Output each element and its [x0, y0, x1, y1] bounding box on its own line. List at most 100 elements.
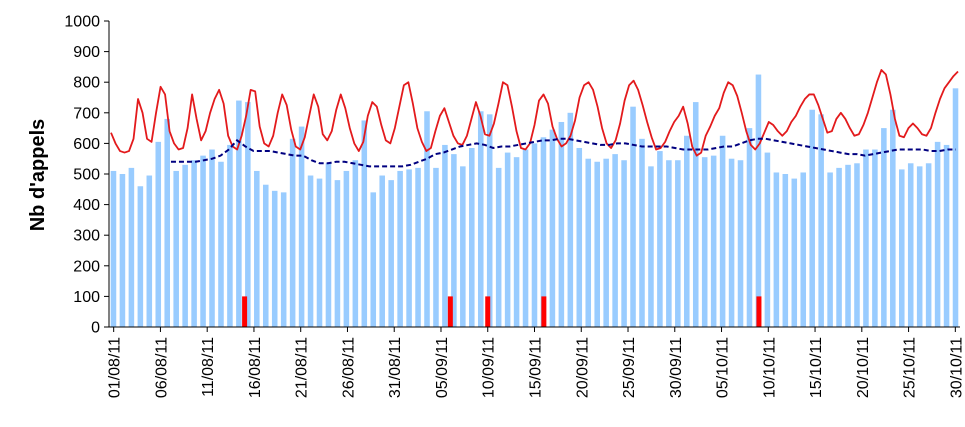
y-tick-label: 0 — [91, 320, 100, 337]
bar — [800, 172, 807, 327]
bar — [881, 128, 887, 327]
x-tick-label: 10/10/11 — [761, 337, 778, 398]
bar — [191, 160, 197, 327]
bar — [845, 164, 851, 327]
marker-bar — [447, 296, 453, 327]
x-tick-label: 06/08/11 — [153, 337, 170, 398]
bar — [218, 161, 224, 327]
bar — [621, 160, 627, 327]
y-tick-label: 900 — [73, 44, 100, 61]
bar — [791, 178, 798, 327]
marker-bar — [485, 296, 491, 327]
x-tick-label: 31/08/11 — [387, 337, 404, 398]
bar — [576, 147, 583, 327]
bar — [755, 74, 762, 327]
bar — [657, 151, 663, 327]
bar — [594, 161, 600, 327]
bar — [343, 170, 350, 327]
bar — [549, 129, 556, 327]
x-tick-label: 21/08/11 — [294, 337, 311, 398]
bar — [836, 167, 842, 327]
bar — [675, 160, 681, 327]
bar — [164, 118, 170, 327]
marker-bar — [242, 296, 248, 327]
bar — [397, 170, 403, 327]
bar — [737, 160, 744, 327]
x-tick-label: 30/10/11 — [948, 337, 965, 398]
bar — [334, 180, 341, 327]
y-tick-label: 600 — [73, 136, 100, 153]
bar — [585, 158, 592, 327]
bar — [200, 155, 206, 327]
bar — [916, 166, 923, 327]
bar — [907, 163, 914, 327]
bar — [325, 163, 332, 327]
bar — [289, 138, 296, 327]
bar — [809, 109, 815, 328]
axes — [104, 20, 960, 332]
bar — [630, 106, 636, 328]
bar — [146, 175, 153, 327]
bar — [558, 121, 565, 327]
bar — [209, 149, 215, 327]
bar — [692, 102, 699, 327]
bar — [451, 154, 457, 327]
bar — [415, 167, 421, 327]
bar — [182, 164, 188, 327]
x-tick-label: 15/10/11 — [808, 337, 825, 398]
bar — [899, 169, 905, 327]
bar — [307, 175, 314, 327]
y-tick-label: 200 — [73, 258, 100, 275]
bar — [424, 111, 430, 328]
bar — [513, 157, 520, 327]
y-tick-label: 500 — [73, 167, 100, 184]
bar — [486, 114, 493, 327]
bar — [137, 186, 144, 327]
x-tick-label: 30/09/11 — [668, 337, 685, 398]
x-tick-label: 05/09/11 — [434, 337, 451, 398]
bar — [863, 149, 869, 327]
bar — [943, 144, 950, 327]
bar — [236, 100, 242, 327]
y-tick-label: 100 — [73, 289, 100, 306]
upper-line — [110, 69, 959, 157]
x-tick-label: 25/09/11 — [621, 337, 638, 398]
bar — [379, 175, 385, 327]
bar — [603, 158, 609, 327]
x-tick-label: 25/10/11 — [902, 337, 919, 398]
x-tick-label: 15/09/11 — [528, 337, 545, 398]
x-tick-label: 20/09/11 — [574, 337, 591, 398]
bar — [316, 178, 323, 327]
bar — [227, 144, 233, 327]
y-tick-labels: 0 100 200 300 400 500 600 700 800 900 1000 — [64, 14, 100, 337]
bar — [782, 174, 789, 327]
bar — [567, 112, 574, 327]
bar — [666, 160, 672, 327]
bar-series — [110, 74, 959, 328]
y-tick-label: 300 — [73, 228, 100, 245]
y-axis-title-group: Nb d'appels — [27, 119, 49, 232]
bar — [818, 114, 824, 327]
marker-bar — [541, 296, 547, 327]
moving-average-line — [170, 137, 956, 168]
bar — [495, 167, 502, 327]
x-tick-label: 16/08/11 — [247, 337, 264, 398]
bar — [612, 154, 618, 327]
bar — [728, 158, 735, 327]
bar — [773, 172, 780, 327]
bar — [639, 138, 645, 327]
bar — [245, 102, 251, 327]
bar — [952, 88, 959, 327]
x-tick-label: 11/08/11 — [200, 337, 217, 397]
bar — [155, 141, 162, 327]
bar — [710, 155, 717, 327]
bar — [361, 120, 368, 327]
bar — [352, 160, 359, 327]
bar — [110, 170, 117, 327]
bar — [469, 147, 475, 327]
x-tick-label: 26/08/11 — [340, 337, 357, 398]
y-axis-title: Nb d'appels — [27, 119, 49, 232]
marker-series — [242, 296, 762, 327]
